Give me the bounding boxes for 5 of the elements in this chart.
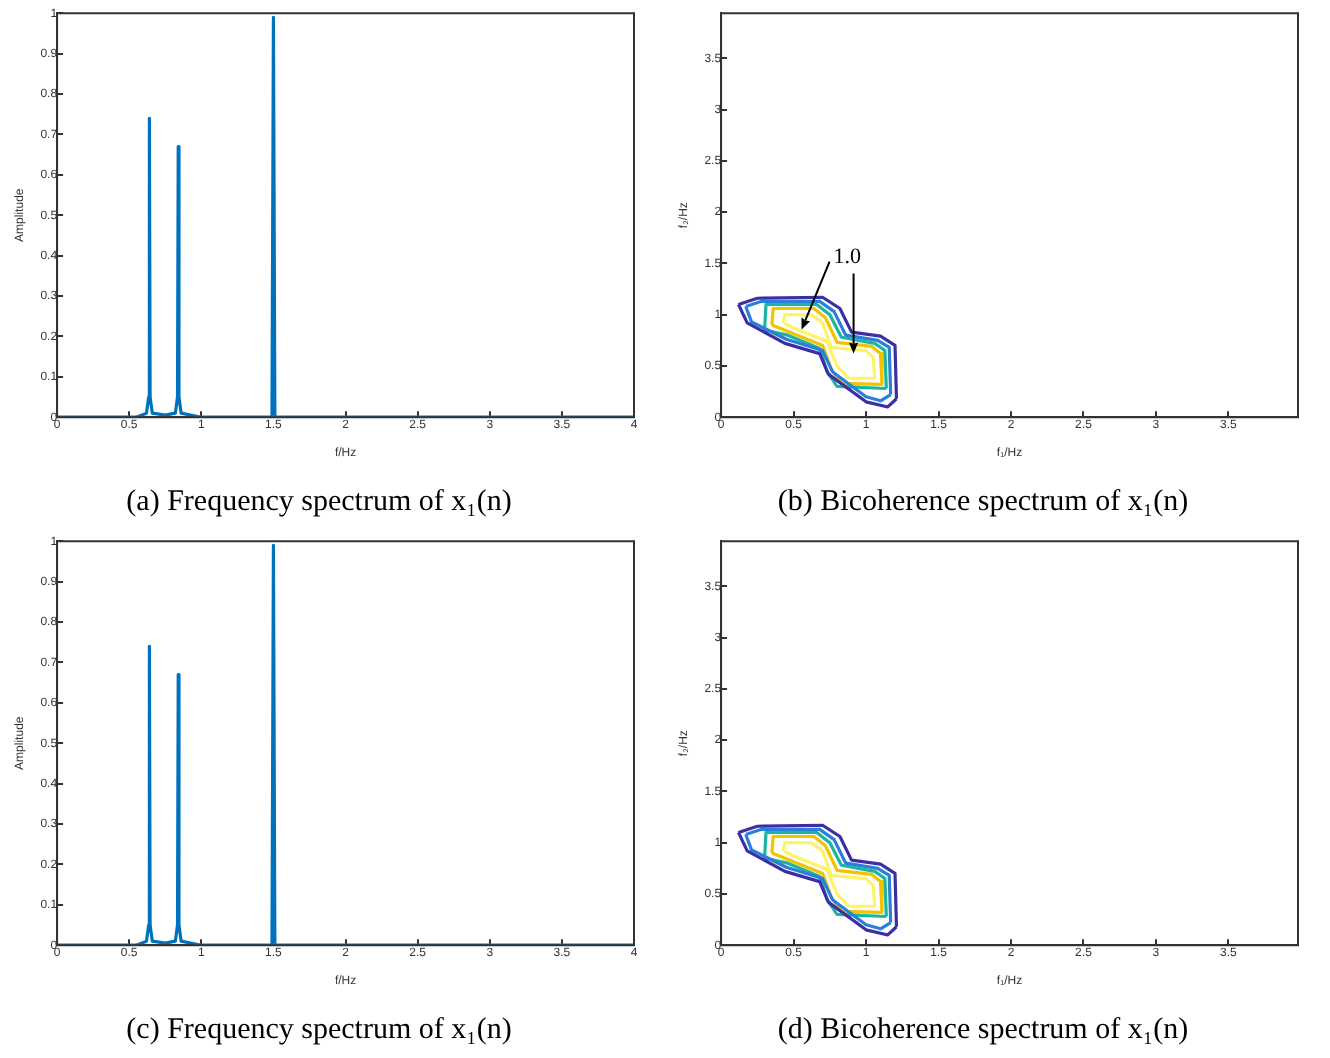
text: (a) Frequency spectrum of x₁(n) xyxy=(126,485,512,518)
text: (b) Bicoherence spectrum of x₁(n) xyxy=(777,485,1189,518)
text: (c) Frequency spectrum of x₁(n) xyxy=(126,1013,512,1046)
annotation: 1.0 xyxy=(833,245,863,270)
text: (d) Bicoherence spectrum of x₁(n) xyxy=(777,1013,1189,1046)
